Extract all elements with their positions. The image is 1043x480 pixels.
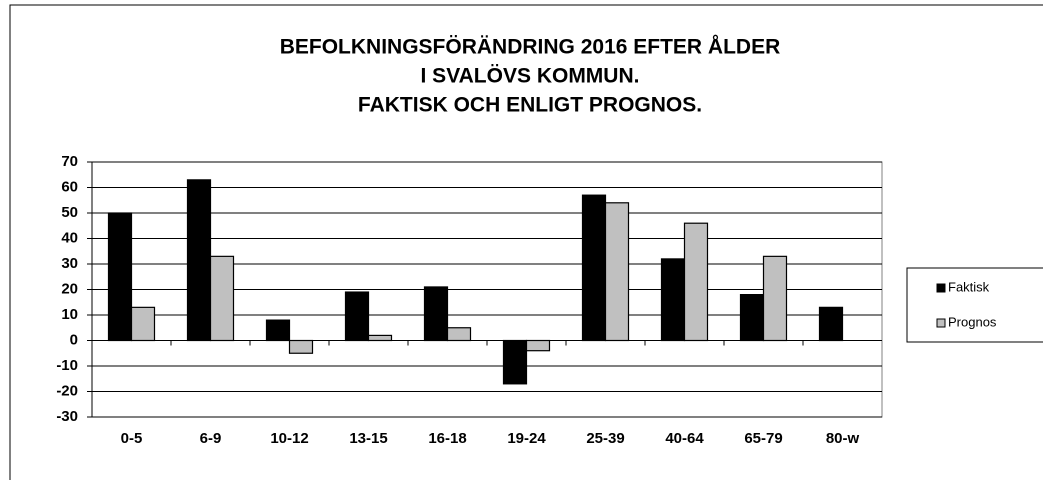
bar xyxy=(367,334,393,342)
x-tick-label: 25-39 xyxy=(586,430,624,447)
x-tick-label: 65-79 xyxy=(744,430,782,447)
bar xyxy=(660,258,686,342)
y-tick-label: 60 xyxy=(61,178,78,195)
chart-title: BEFOLKNINGSFÖRÄNDRING 2016 EFTER ÅLDER xyxy=(280,35,781,59)
y-tick-label: 30 xyxy=(61,255,78,272)
y-tick-label: 10 xyxy=(61,306,78,323)
x-tick-label: 19-24 xyxy=(507,430,546,447)
x-tick-label: 80-w xyxy=(826,430,860,447)
legend-label: Faktisk xyxy=(948,279,990,294)
legend-swatch xyxy=(936,318,946,328)
bar xyxy=(739,294,765,342)
y-tick-label: -20 xyxy=(56,382,78,399)
legend-box xyxy=(906,267,1043,343)
bar xyxy=(502,339,528,385)
chart-title: FAKTISK OCH ENLIGT PROGNOS. xyxy=(358,94,702,117)
bar xyxy=(581,194,607,342)
bar xyxy=(130,306,156,342)
x-tick-label: 13-15 xyxy=(349,430,387,447)
x-tick-label: 6-9 xyxy=(200,430,222,447)
x-tick-label: 0-5 xyxy=(121,430,143,447)
chart-title: I SVALÖVS KOMMUN. xyxy=(421,65,640,88)
x-tick-label: 16-18 xyxy=(428,430,466,447)
bar xyxy=(604,202,630,342)
y-tick-label: 50 xyxy=(61,204,78,221)
bar xyxy=(818,306,844,342)
bar xyxy=(186,179,212,342)
bar xyxy=(209,255,235,342)
bar xyxy=(107,212,133,342)
bar xyxy=(423,286,449,342)
y-tick-label: 70 xyxy=(61,153,78,170)
bar xyxy=(288,339,314,354)
bar xyxy=(344,291,370,342)
y-tick-label: -30 xyxy=(56,408,78,425)
bar xyxy=(265,319,291,342)
x-tick-label: 40-64 xyxy=(665,430,704,447)
y-tick-label: -10 xyxy=(56,357,78,374)
legend-label: Prognos xyxy=(948,314,997,329)
x-tick-label: 10-12 xyxy=(270,430,308,447)
legend-swatch xyxy=(936,283,946,293)
bar xyxy=(762,255,788,342)
bar xyxy=(525,339,551,352)
y-tick-label: 0 xyxy=(70,331,78,348)
y-tick-label: 20 xyxy=(61,280,78,297)
y-tick-label: 40 xyxy=(61,229,78,246)
bar xyxy=(683,222,709,342)
bar xyxy=(446,327,472,342)
